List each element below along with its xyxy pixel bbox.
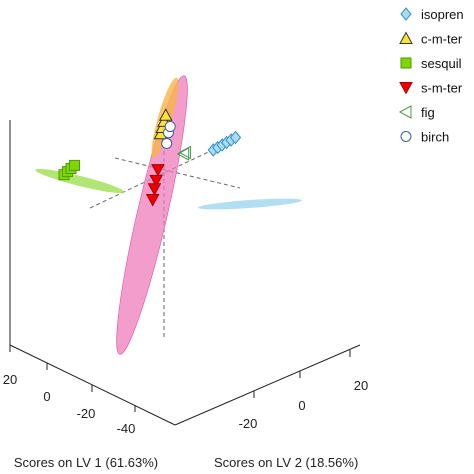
lv2-tick-label: -20	[239, 416, 258, 431]
legend-label-sesquil: sesquil	[421, 56, 462, 71]
data-point-s-m-ter	[151, 164, 165, 177]
ellipse-s-m-ter	[116, 75, 188, 355]
legend-marker-isopren	[400, 7, 412, 21]
data-point-sesquil	[69, 159, 80, 171]
ellipse-sesquil	[35, 168, 125, 194]
lv2-tick-label: 0	[298, 398, 305, 413]
legend-box	[386, 0, 474, 157]
data-point-s-m-ter	[145, 194, 160, 207]
lv1-axis-title: Scores on LV 1 (61.63%)	[14, 455, 158, 470]
legend-marker-birch	[400, 131, 412, 142]
legend-marker-s-m-ter	[399, 82, 413, 95]
legend-label-c-m-ter: c-m-ter	[421, 32, 463, 47]
legend-marker-sesquil	[400, 57, 412, 69]
data-point-s-m-ter	[147, 183, 162, 196]
data-point-fig	[178, 145, 191, 160]
lv1-tick-label: 0	[43, 389, 50, 404]
lv2-tick-marks	[253, 350, 351, 398]
lv2-axis-title: Scores on LV 2 (18.56%)	[214, 455, 358, 470]
lv2-tick-labels: -20 0 20	[239, 378, 369, 431]
data-point-s-m-ter	[149, 174, 164, 188]
legend: isopren c-m-ter sesquil s-m-ter fig birch	[386, 0, 474, 157]
data-point-c-m-ter	[158, 108, 173, 121]
legend-label-isopren: isopren	[421, 7, 464, 22]
legend-label-s-m-ter: s-m-ter	[421, 81, 463, 96]
lv1-tick-labels: 20 0 -20 -40	[3, 372, 136, 436]
data-point-birch	[164, 121, 176, 133]
legend-marker-c-m-ter	[399, 31, 413, 44]
ellipse-isopren	[198, 198, 302, 210]
data-point-isopren	[229, 130, 242, 145]
legend-label-fig: fig	[421, 105, 435, 120]
lv1-tick-label: -40	[117, 421, 136, 436]
legend-marker-fig	[398, 105, 412, 119]
data-marks	[58, 108, 242, 207]
legend-label-birch: birch	[421, 130, 449, 145]
lv2-axis-line	[174, 344, 361, 426]
lv1-tick-label: 20	[3, 372, 17, 387]
data-point-fig	[176, 147, 190, 161]
data-point-birch	[161, 137, 173, 149]
lv2-tick-label: 20	[354, 378, 368, 393]
lv1-tick-label: -20	[77, 406, 96, 421]
lv1-tick-marks	[9, 345, 136, 412]
